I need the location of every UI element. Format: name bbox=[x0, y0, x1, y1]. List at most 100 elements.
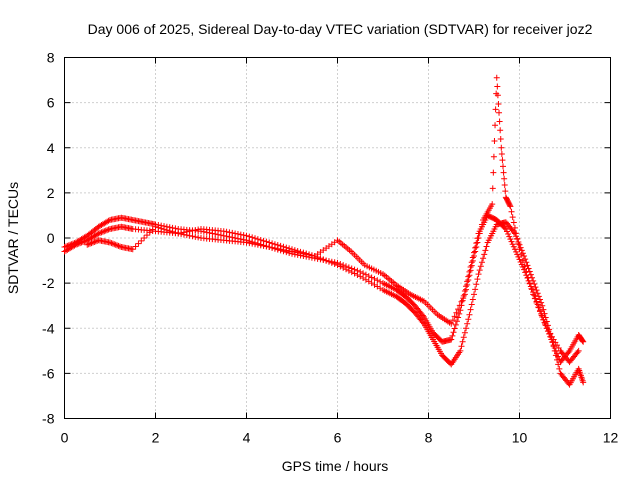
data-point bbox=[534, 290, 541, 297]
data-point bbox=[478, 221, 485, 228]
data-point bbox=[527, 271, 534, 278]
data-point bbox=[465, 277, 472, 284]
x-axis-title: GPS time / hours bbox=[282, 458, 389, 474]
data-point bbox=[283, 247, 290, 254]
data-point bbox=[149, 226, 156, 233]
data-point bbox=[482, 247, 489, 254]
data-point bbox=[323, 257, 330, 264]
x-tick-label: 12 bbox=[603, 430, 619, 446]
data-point bbox=[374, 277, 381, 284]
data-point bbox=[552, 352, 559, 359]
data-point bbox=[263, 243, 270, 250]
data-point bbox=[530, 291, 537, 298]
data-point bbox=[294, 249, 301, 256]
data-point bbox=[141, 235, 148, 241]
data-point bbox=[536, 308, 543, 315]
data-point bbox=[515, 240, 522, 247]
data-point bbox=[257, 236, 264, 243]
data-point bbox=[325, 258, 332, 265]
data-point bbox=[476, 267, 483, 274]
data-point bbox=[508, 238, 515, 245]
data-point bbox=[286, 247, 293, 254]
data-point bbox=[169, 228, 176, 235]
data-point bbox=[461, 291, 468, 298]
data-point bbox=[453, 318, 460, 325]
data-point bbox=[506, 202, 513, 209]
data-point bbox=[480, 255, 487, 262]
data-point bbox=[514, 235, 521, 242]
data-point bbox=[510, 243, 517, 250]
data-point bbox=[476, 230, 483, 237]
data-point bbox=[500, 163, 507, 170]
data-point bbox=[87, 240, 94, 247]
y-tick-label: 8 bbox=[47, 50, 55, 66]
data-point bbox=[195, 234, 202, 241]
data-point bbox=[536, 296, 543, 303]
x-tick-labels: 0 2 4 6 8 10 12 bbox=[61, 430, 619, 446]
data-point bbox=[189, 233, 196, 240]
data-point bbox=[115, 242, 122, 249]
data-point bbox=[475, 271, 482, 278]
data-point bbox=[172, 229, 179, 236]
series-track-2 bbox=[61, 219, 587, 388]
data-point bbox=[464, 320, 471, 327]
data-point bbox=[85, 241, 92, 248]
data-point bbox=[195, 226, 202, 233]
data-point bbox=[99, 228, 106, 235]
data-point bbox=[105, 226, 112, 233]
data-point bbox=[132, 243, 139, 250]
data-point bbox=[183, 232, 190, 239]
data-point bbox=[507, 236, 514, 243]
data-point bbox=[497, 127, 504, 134]
data-point bbox=[530, 277, 537, 284]
data-point bbox=[501, 175, 508, 182]
data-point bbox=[540, 316, 547, 323]
data-point bbox=[523, 259, 530, 266]
data-point bbox=[555, 361, 562, 368]
y-tick-label: -6 bbox=[42, 365, 55, 381]
data-point bbox=[531, 292, 538, 299]
data-point bbox=[114, 242, 121, 249]
data-point bbox=[521, 253, 528, 260]
data-point bbox=[178, 231, 185, 238]
data-point bbox=[102, 227, 109, 234]
data-point bbox=[320, 256, 327, 263]
data-point bbox=[489, 201, 496, 208]
data-point bbox=[468, 262, 475, 269]
data-point bbox=[457, 347, 464, 354]
data-point bbox=[377, 278, 384, 285]
series-track-3 bbox=[84, 74, 582, 366]
data-point bbox=[508, 208, 515, 215]
data-point bbox=[229, 229, 236, 236]
data-point bbox=[456, 310, 463, 317]
data-point bbox=[516, 246, 523, 253]
data-point bbox=[98, 229, 105, 236]
data-point bbox=[466, 272, 473, 279]
axis-ticks bbox=[64, 57, 611, 419]
data-point bbox=[535, 304, 542, 311]
data-series bbox=[61, 74, 587, 388]
data-point bbox=[334, 262, 341, 269]
data-point bbox=[469, 257, 476, 264]
y-tick-labels: -8 -6 -4 -2 0 2 4 6 8 bbox=[42, 50, 55, 427]
data-point bbox=[498, 150, 505, 157]
data-point bbox=[521, 263, 528, 270]
chart-title: Day 006 of 2025, Sidereal Day-to-day VTE… bbox=[88, 21, 593, 37]
data-point bbox=[303, 251, 310, 258]
data-point bbox=[71, 242, 78, 249]
data-point bbox=[469, 296, 476, 303]
data-point bbox=[463, 286, 470, 293]
data-point bbox=[112, 241, 119, 248]
data-point bbox=[550, 343, 557, 350]
data-point bbox=[456, 302, 463, 309]
data-point bbox=[575, 347, 582, 354]
data-point bbox=[189, 227, 196, 234]
data-point bbox=[554, 356, 561, 363]
data-point bbox=[91, 238, 98, 245]
data-point bbox=[497, 136, 504, 143]
data-point bbox=[499, 157, 506, 164]
data-point bbox=[477, 225, 484, 232]
data-point bbox=[107, 239, 113, 246]
data-point bbox=[511, 224, 518, 231]
